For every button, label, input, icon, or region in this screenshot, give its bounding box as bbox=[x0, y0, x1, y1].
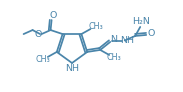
Text: NH: NH bbox=[66, 64, 79, 73]
Text: O: O bbox=[35, 30, 42, 39]
Text: NH: NH bbox=[120, 36, 134, 45]
Text: CH₃: CH₃ bbox=[88, 22, 103, 31]
Text: O: O bbox=[49, 11, 57, 20]
Text: O: O bbox=[147, 29, 154, 38]
Text: H₂N: H₂N bbox=[132, 17, 150, 26]
Text: CH₃: CH₃ bbox=[107, 53, 122, 62]
Text: CH₃: CH₃ bbox=[36, 55, 51, 64]
Text: N: N bbox=[110, 35, 117, 44]
